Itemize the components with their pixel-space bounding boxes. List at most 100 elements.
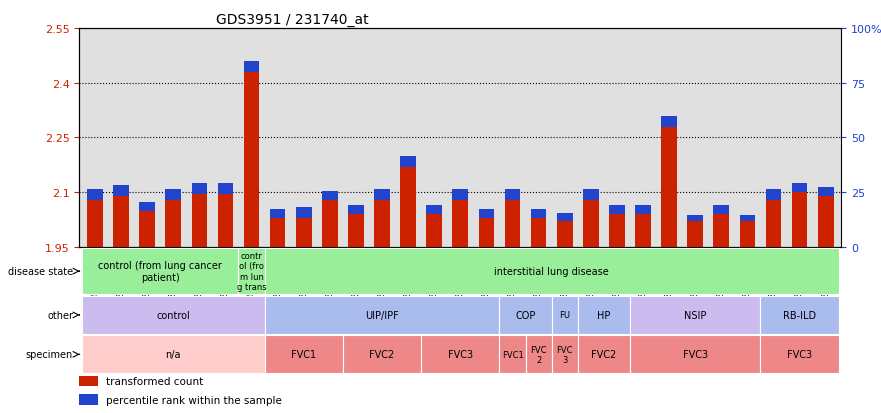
Text: contr
ol (fro
m lun
g trans: contr ol (fro m lun g trans bbox=[237, 252, 266, 292]
Bar bbox=[348, 206, 364, 215]
Bar bbox=[244, 62, 259, 73]
Bar bbox=[79, 376, 99, 387]
Bar bbox=[400, 167, 416, 247]
Bar bbox=[792, 193, 807, 247]
Bar bbox=[760, 336, 839, 373]
Bar bbox=[218, 184, 233, 195]
Bar bbox=[578, 296, 630, 334]
Text: transformed count: transformed count bbox=[106, 376, 204, 386]
Bar bbox=[662, 127, 677, 247]
Text: FVC
2: FVC 2 bbox=[530, 345, 547, 364]
Bar bbox=[400, 157, 416, 167]
Bar bbox=[552, 296, 578, 334]
Text: COP: COP bbox=[515, 310, 536, 320]
Bar bbox=[739, 215, 755, 222]
Bar bbox=[264, 296, 500, 334]
Bar bbox=[191, 195, 207, 247]
Bar bbox=[296, 207, 312, 218]
Text: percentile rank within the sample: percentile rank within the sample bbox=[106, 394, 282, 404]
Bar bbox=[630, 336, 760, 373]
Bar bbox=[322, 191, 337, 200]
Text: FVC3: FVC3 bbox=[787, 349, 812, 359]
Text: NSIP: NSIP bbox=[684, 310, 707, 320]
Bar bbox=[609, 206, 625, 215]
Bar bbox=[552, 336, 578, 373]
Bar bbox=[818, 188, 833, 197]
Bar bbox=[239, 248, 264, 294]
Bar bbox=[166, 189, 181, 200]
Bar bbox=[322, 200, 337, 247]
Bar bbox=[630, 296, 760, 334]
Bar bbox=[343, 336, 421, 373]
Bar bbox=[500, 296, 552, 334]
Bar bbox=[526, 336, 552, 373]
Bar bbox=[79, 394, 99, 405]
Bar bbox=[296, 218, 312, 247]
Text: UIP/IPF: UIP/IPF bbox=[365, 310, 399, 320]
Bar bbox=[244, 73, 259, 247]
Bar bbox=[426, 215, 442, 247]
Bar bbox=[792, 184, 807, 193]
Bar bbox=[421, 336, 500, 373]
Bar bbox=[87, 189, 103, 200]
Bar bbox=[578, 336, 630, 373]
Bar bbox=[687, 222, 703, 247]
Bar bbox=[530, 209, 546, 218]
Bar bbox=[270, 218, 285, 247]
Bar bbox=[453, 189, 468, 200]
Text: control: control bbox=[156, 310, 190, 320]
Text: RB-ILD: RB-ILD bbox=[783, 310, 816, 320]
Text: specimen: specimen bbox=[26, 349, 73, 359]
Text: other: other bbox=[47, 310, 73, 320]
Bar bbox=[478, 218, 494, 247]
Text: disease state: disease state bbox=[8, 266, 73, 276]
Bar bbox=[478, 209, 494, 218]
Bar bbox=[374, 189, 390, 200]
Text: GDS3951 / 231740_at: GDS3951 / 231740_at bbox=[217, 12, 369, 26]
Bar bbox=[82, 296, 264, 334]
Bar bbox=[766, 189, 781, 200]
Text: FVC3: FVC3 bbox=[683, 349, 707, 359]
Bar bbox=[609, 215, 625, 247]
Text: interstitial lung disease: interstitial lung disease bbox=[494, 266, 609, 276]
Text: FU: FU bbox=[559, 311, 570, 320]
Bar bbox=[505, 200, 521, 247]
Bar bbox=[264, 248, 839, 294]
Bar bbox=[114, 185, 129, 197]
Text: FVC
3: FVC 3 bbox=[557, 345, 573, 364]
Bar bbox=[426, 206, 442, 215]
Bar bbox=[583, 200, 599, 247]
Bar bbox=[264, 336, 343, 373]
Bar bbox=[453, 200, 468, 247]
Bar bbox=[166, 200, 181, 247]
Bar bbox=[114, 197, 129, 247]
Bar bbox=[583, 189, 599, 200]
Bar bbox=[739, 222, 755, 247]
Bar bbox=[687, 215, 703, 222]
Bar bbox=[714, 206, 729, 215]
Bar bbox=[557, 222, 573, 247]
Text: FVC1: FVC1 bbox=[292, 349, 316, 359]
Bar bbox=[348, 215, 364, 247]
Bar bbox=[635, 215, 651, 247]
Text: FVC3: FVC3 bbox=[448, 349, 473, 359]
Bar bbox=[82, 336, 264, 373]
Bar bbox=[191, 184, 207, 195]
Bar bbox=[500, 336, 526, 373]
Bar bbox=[87, 200, 103, 247]
Bar bbox=[270, 209, 285, 218]
Bar bbox=[714, 215, 729, 247]
Bar bbox=[530, 218, 546, 247]
Bar bbox=[760, 296, 839, 334]
Text: control (from lung cancer
patient): control (from lung cancer patient) bbox=[99, 261, 222, 282]
Bar bbox=[505, 189, 521, 200]
Bar bbox=[662, 116, 677, 127]
Bar bbox=[818, 197, 833, 247]
Text: FVC1: FVC1 bbox=[501, 350, 523, 359]
Bar bbox=[635, 206, 651, 215]
Bar bbox=[557, 213, 573, 222]
Bar bbox=[766, 200, 781, 247]
Bar bbox=[139, 211, 155, 247]
Text: n/a: n/a bbox=[166, 349, 181, 359]
Text: HP: HP bbox=[597, 310, 611, 320]
